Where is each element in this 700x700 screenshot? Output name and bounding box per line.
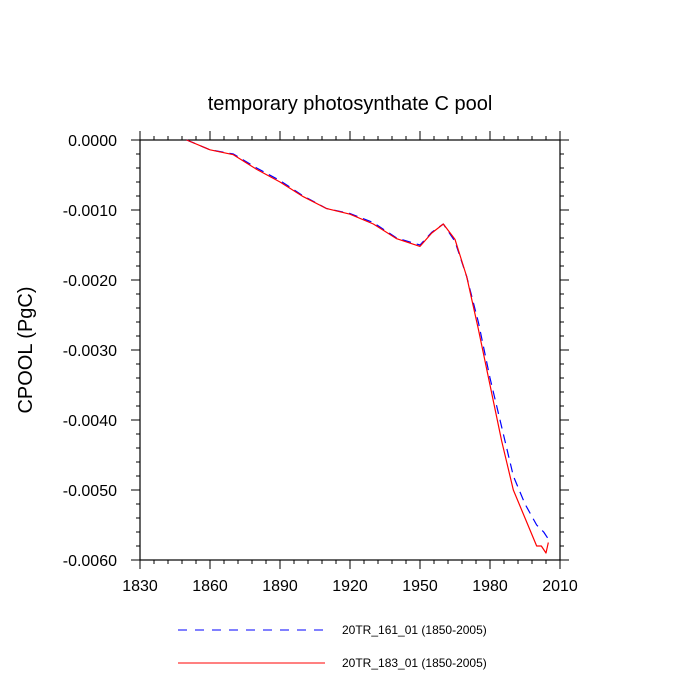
x-tick-label: 1890 [262,578,298,595]
series-layer [186,139,549,554]
chart-title: temporary photosynthate C pool [208,93,493,115]
y-tick-label: -0.0040 [63,413,117,430]
y-axis-label: CPOOL (PgC) [15,286,37,413]
plot-frame [139,139,561,561]
y-tick-label: -0.0020 [63,273,117,290]
x-tick-label: 1920 [332,578,368,595]
x-tick-label: 1950 [402,578,438,595]
y-tick-label: -0.0050 [63,483,117,500]
axes: 1830 1860 1890 1920 1950 1980 2010 0.0000 -0.001… [63,131,578,595]
x-tick-label: 1830 [122,578,158,595]
y-tick-label: 0.0000 [68,133,117,150]
y-tick-label: -0.0010 [63,203,117,220]
x-tick-label: 1980 [472,578,508,595]
series-line-1 [186,139,549,540]
y-tick-label: -0.0060 [63,553,117,570]
x-tick-label: 1860 [192,578,228,595]
legend-label-2: 20TR_183_01 (1850-2005) [342,656,487,670]
legend: 20TR_161_01 (1850-2005) 20TR_183_01 (1850… [178,623,487,670]
x-tick-label: 2010 [542,578,578,595]
legend-label-1: 20TR_161_01 (1850-2005) [342,623,487,637]
y-tick-label: -0.0030 [63,343,117,360]
series-line-2 [186,139,549,554]
